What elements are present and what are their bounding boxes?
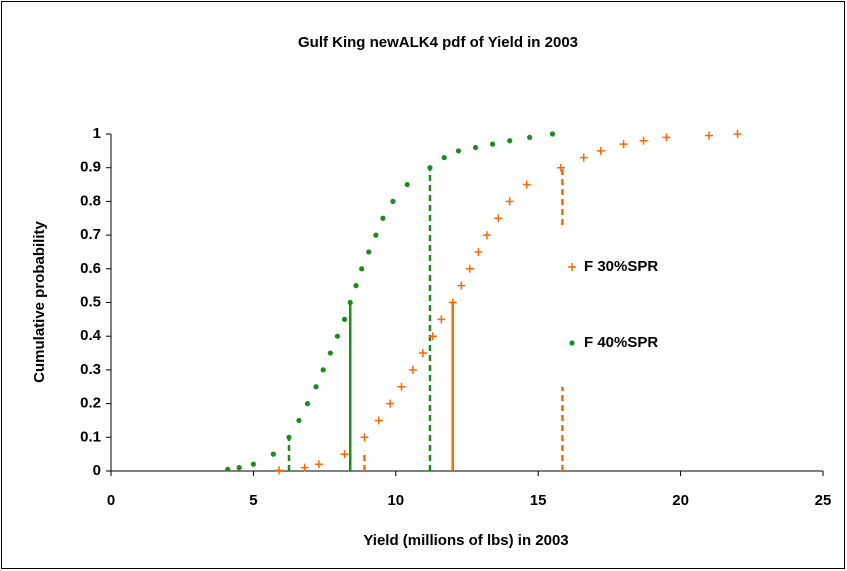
data-point [373,232,379,238]
data-point [275,466,284,475]
data-point [347,299,353,306]
legend-label: F 40%SPR [584,334,658,351]
data-point [465,264,474,273]
data-point [360,433,369,442]
data-point [505,197,514,206]
data-point [639,136,648,145]
data-point [579,153,588,162]
legend-label: F 30%SPR [584,258,658,275]
data-point [374,416,383,425]
y-tick-label: 1 [93,125,101,142]
data-point [662,133,671,142]
data-point [296,417,302,424]
data-point [474,247,483,256]
data-point [397,382,406,391]
data-point [366,249,372,255]
x-tick-label: 20 [672,492,689,509]
data-point [507,138,513,144]
y-tick-label: 0 [93,462,101,479]
data-point [619,140,628,149]
data-point [327,350,333,356]
data-point [341,316,348,322]
x-tick-label: 5 [249,492,257,509]
data-point [482,231,491,240]
y-tick-label: 0.9 [80,159,101,176]
data-point [225,466,231,472]
y-tick-label: 0.3 [80,361,101,378]
data-point [404,181,410,188]
x-tick-label: 15 [530,492,547,509]
data-point [314,460,323,469]
data-point [359,266,365,272]
data-point [448,298,457,307]
data-point [270,451,276,457]
data-point [286,434,292,440]
data-point [490,141,496,147]
data-point [353,283,359,289]
data-point [304,401,311,407]
data-point [705,131,714,140]
data-point [427,165,433,171]
data-point [494,214,503,223]
data-point [441,154,447,161]
data-point [380,215,386,221]
data-point [596,146,605,155]
x-tick-label: 25 [815,492,832,509]
data-point [408,365,417,374]
x-tick-label: 10 [387,492,404,509]
data-point [390,198,396,204]
data-point [549,131,556,137]
data-point [236,465,242,471]
data-point [334,333,341,339]
y-tick-label: 0.4 [80,327,102,344]
data-point [428,332,437,341]
chart-title: Gulf King newALK4 pdf of Yield in 2003 [298,34,578,51]
data-point [556,163,565,172]
x-axis-label: Yield (millions of lbs) in 2003 [363,532,568,549]
legend-marker [568,263,576,271]
y-axis-label: Cumulative probability [31,221,48,383]
data-point [522,180,531,189]
y-tick-label: 0.1 [80,428,101,445]
data-point [457,281,466,290]
data-point [472,144,479,151]
data-point [527,134,533,140]
y-tick-label: 0.8 [80,192,101,209]
data-point [320,367,326,373]
y-tick-label: 0.7 [80,226,101,243]
data-point [313,384,319,390]
data-point [733,130,742,138]
data-point [250,461,256,467]
data-point [300,463,309,472]
y-tick-label: 0.5 [80,293,101,310]
data-point [340,450,349,459]
legend-marker [569,340,575,346]
data-point [455,148,462,154]
x-tick-label: 0 [107,492,115,509]
data-point [418,349,427,358]
data-point [437,315,446,324]
y-tick-label: 0.2 [80,395,101,412]
data-point [386,399,395,408]
y-tick-label: 0.6 [80,260,101,277]
